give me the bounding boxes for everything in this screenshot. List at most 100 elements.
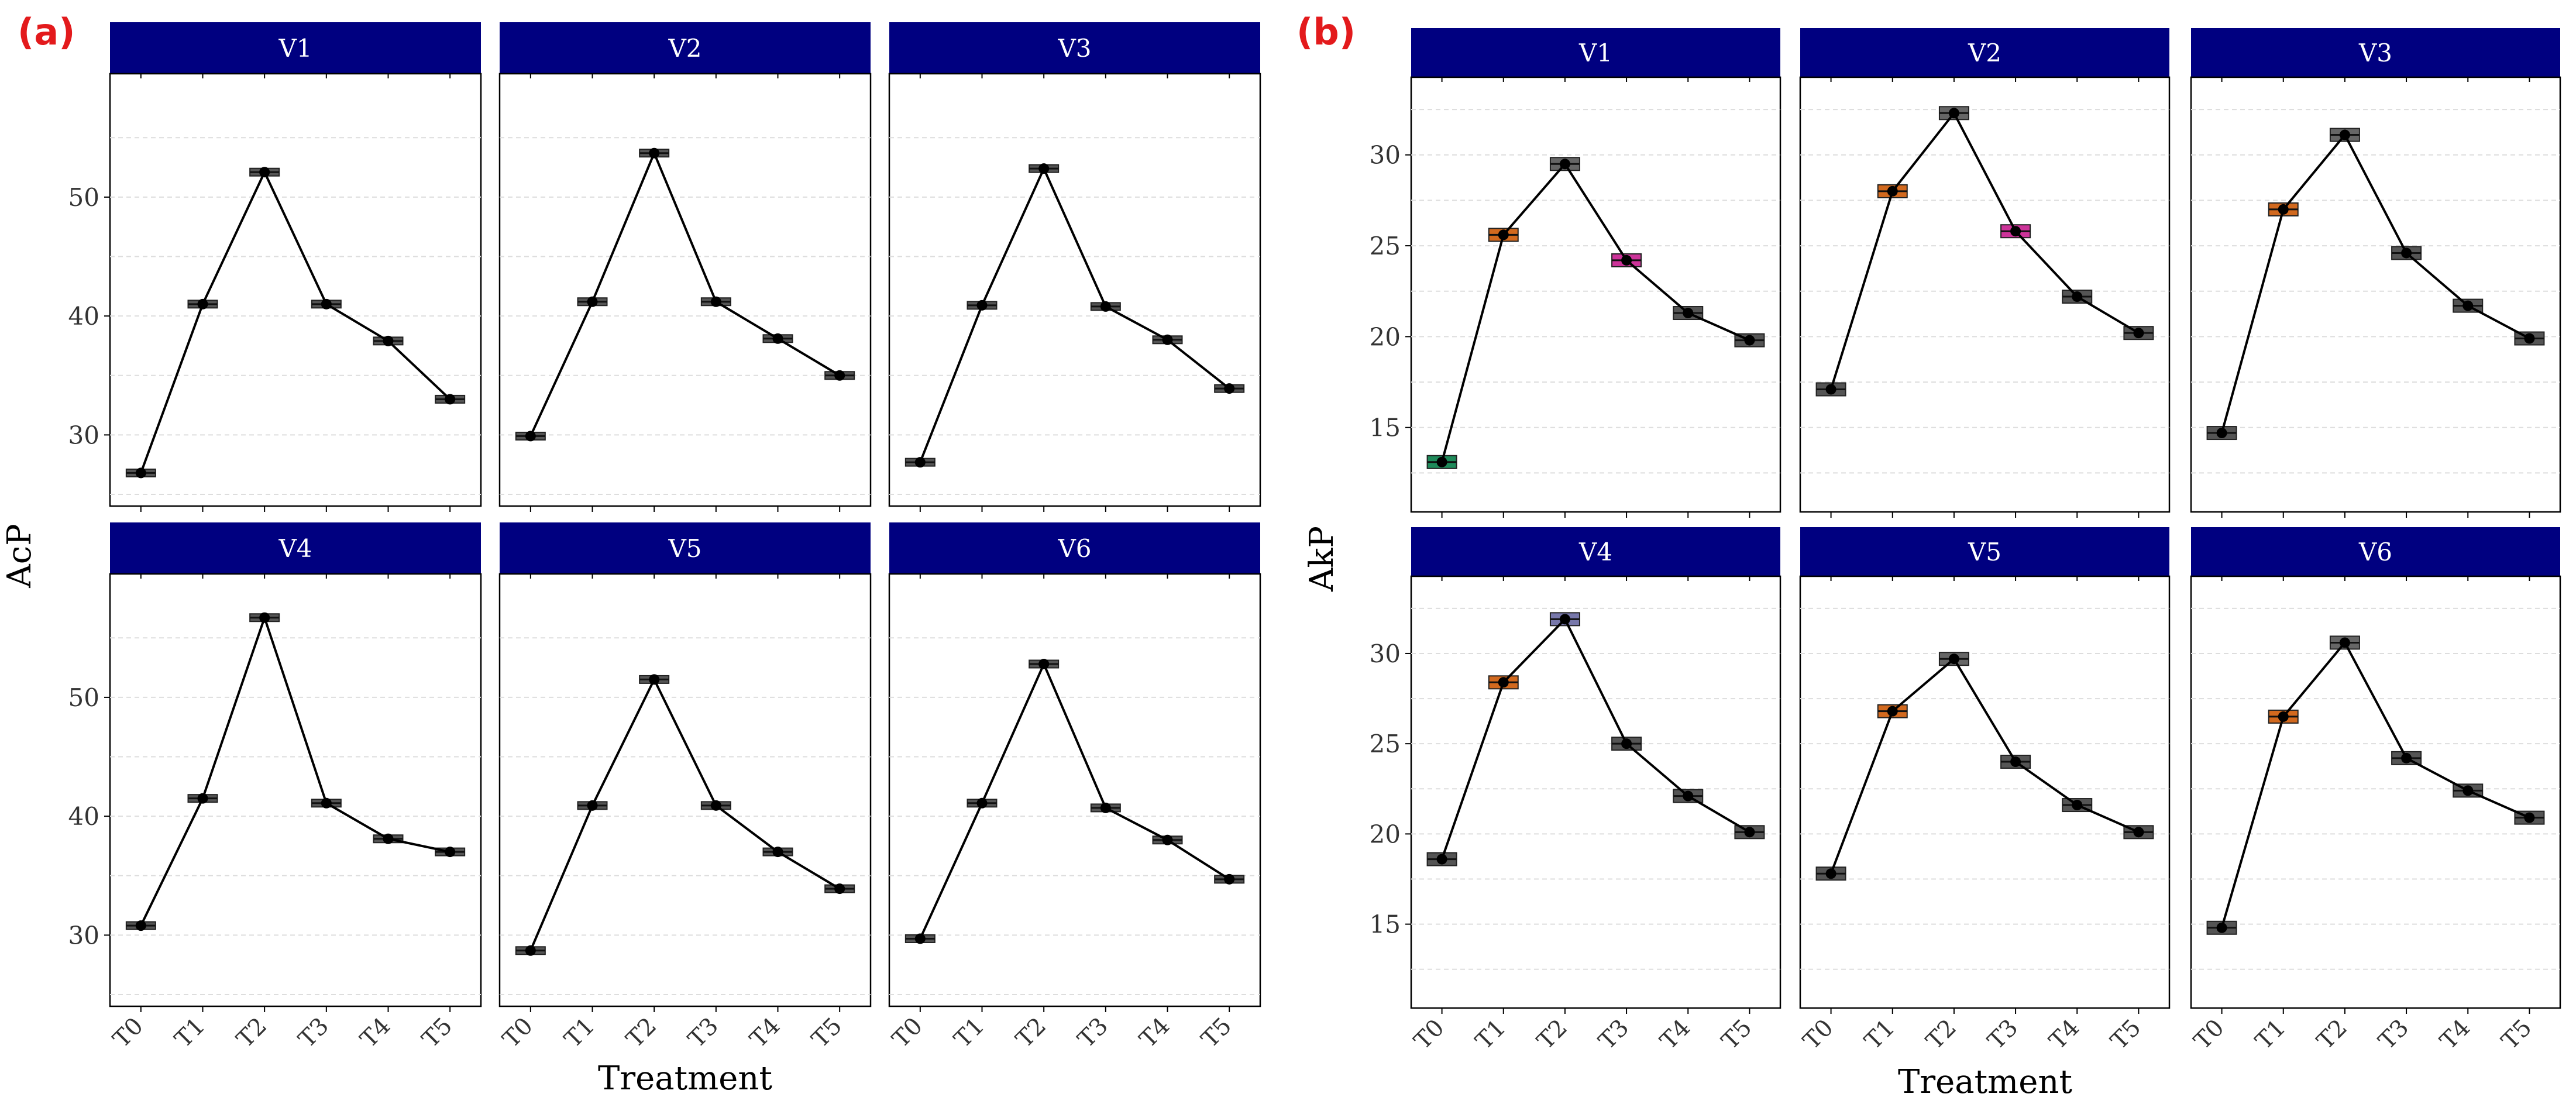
series-line — [529, 676, 841, 951]
facet-strip-label: V2 — [668, 34, 701, 63]
data-point — [2278, 711, 2289, 722]
x-axis-title: Treatment — [1898, 1063, 2072, 1101]
facet-strip-label: V1 — [1578, 39, 1612, 67]
x-tick-label: T2 — [232, 1013, 272, 1053]
plot-area — [1410, 76, 1781, 513]
chart-b: (b) AkP Treatment V1 15 20 25 30 V2 V3 V4 15 20 25 30 T… — [1296, 11, 2561, 1101]
facet-strip — [1800, 527, 2169, 576]
data-point — [2462, 785, 2474, 796]
data-point — [834, 370, 845, 381]
x-tick-label: T2 — [2312, 1014, 2353, 1055]
data-point — [321, 797, 332, 809]
facet-strip-label: V6 — [2358, 538, 2392, 566]
data-point — [2339, 129, 2350, 140]
facet-strip — [110, 22, 481, 74]
y-tick-label: 40 — [68, 302, 99, 331]
plot-area — [1799, 575, 2171, 1009]
data-point — [1887, 185, 1898, 197]
x-tick-label: T2 — [621, 1013, 662, 1053]
facet-strip — [889, 522, 1260, 574]
data-point — [259, 167, 270, 178]
data-point — [2524, 333, 2535, 344]
data-point — [197, 793, 208, 804]
data-point — [135, 920, 146, 931]
data-point — [383, 833, 394, 844]
x-tick-label: T0 — [2189, 1014, 2229, 1055]
data-point — [2133, 827, 2144, 838]
x-tick-label: T1 — [949, 1013, 989, 1053]
series-line — [919, 661, 1230, 940]
data-point — [1224, 873, 1235, 885]
data-point — [649, 674, 660, 685]
data-point — [1744, 827, 1755, 838]
facet-panel-v1: V1 30 40 50 — [68, 22, 482, 512]
data-point — [2133, 328, 2144, 339]
plot-area — [109, 73, 482, 507]
x-tick-label: T4 — [355, 1013, 395, 1053]
y-tick-label: 30 — [1370, 639, 1401, 668]
facet-strip — [2191, 527, 2560, 576]
data-point — [2072, 291, 2083, 302]
x-tick-label: T1 — [2250, 1014, 2290, 1055]
plot-area — [1799, 76, 2171, 513]
facet-panel-v3: V3 — [2190, 28, 2561, 518]
data-point — [1162, 834, 1173, 845]
x-tick-label: T1 — [1470, 1014, 1511, 1055]
facet-panel-v4: V4 15 20 25 30 T0 T1 T2 T3 T4 T5 — [1370, 527, 1781, 1055]
data-point — [1948, 108, 1959, 119]
data-point — [587, 296, 598, 307]
data-point — [1825, 868, 1836, 879]
y-tick-label: 15 — [1370, 414, 1401, 442]
x-tick-label: T2 — [1011, 1013, 1051, 1053]
data-point — [525, 431, 536, 442]
data-point — [976, 300, 988, 311]
series-line — [1440, 617, 1750, 860]
y-axis-title: AcP — [1, 524, 39, 588]
x-tick-label: T1 — [559, 1013, 600, 1053]
data-point — [1100, 802, 1111, 813]
data-point — [587, 800, 598, 811]
x-tick-label: T3 — [294, 1013, 334, 1053]
facet-strip — [110, 522, 481, 574]
facet-panel-v2: V2 — [498, 22, 872, 512]
data-point — [2401, 752, 2412, 763]
x-tick-label: T1 — [170, 1013, 210, 1053]
facet-strip-label: V4 — [1578, 538, 1612, 566]
plot-area — [888, 73, 1261, 507]
facet-strip-label: V4 — [278, 534, 312, 563]
data-point — [2010, 226, 2021, 237]
x-tick-label: T2 — [1532, 1014, 1573, 1055]
data-point — [772, 847, 783, 858]
series-line — [2220, 132, 2530, 434]
data-point — [2216, 922, 2227, 933]
facet-strip — [1411, 527, 1780, 576]
data-point — [1744, 335, 1755, 346]
data-point — [834, 883, 845, 895]
data-point — [710, 296, 721, 307]
data-point — [914, 933, 926, 944]
facet-strip — [500, 22, 871, 74]
x-tick-label: T3 — [1594, 1014, 1634, 1055]
data-point — [383, 335, 394, 346]
y-tick-label: 50 — [68, 183, 99, 212]
data-point — [1100, 301, 1111, 312]
data-point — [1887, 706, 1898, 717]
x-axis-title: Treatment — [598, 1060, 772, 1098]
plot-area — [888, 573, 1261, 1007]
x-tick-label: T5 — [2106, 1014, 2146, 1055]
plot-area — [1410, 575, 1781, 1009]
x-tick-label: T3 — [2374, 1014, 2414, 1055]
facet-panel-v4: V4 30 40 50 T0 T1 T2 T3 T4 T5 — [68, 522, 482, 1053]
y-tick-label: 25 — [1370, 730, 1401, 758]
data-point — [1436, 854, 1447, 865]
y-tick-label: 30 — [68, 921, 99, 950]
x-tick-label: T5 — [417, 1013, 458, 1053]
series-line — [1829, 657, 2140, 874]
y-tick-label: 25 — [1370, 232, 1401, 260]
facet-panel-v2: V2 — [1799, 28, 2171, 518]
facet-strip — [1411, 28, 1780, 77]
data-point — [2010, 756, 2021, 768]
facet-strip-label: V3 — [2358, 39, 2392, 67]
y-tick-label: 20 — [1370, 820, 1401, 848]
